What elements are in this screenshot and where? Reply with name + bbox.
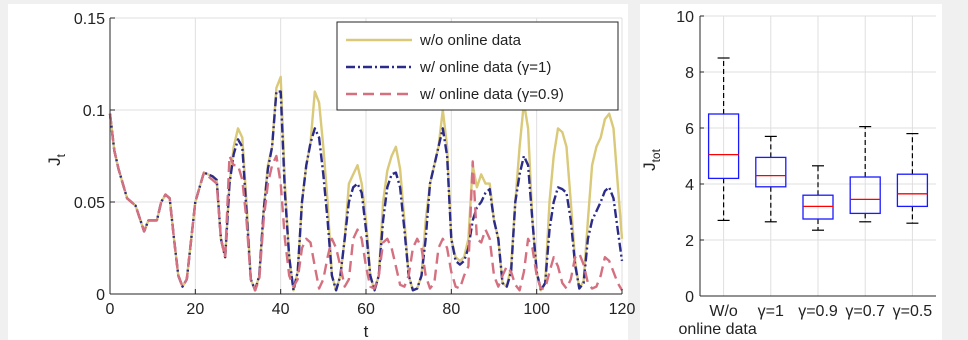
legend-label-1: w/o online data bbox=[419, 32, 522, 49]
box-category-label-2: γ=1 bbox=[758, 303, 784, 320]
box-2 bbox=[755, 135, 787, 223]
box-5 bbox=[896, 133, 929, 224]
box-category-label-1: W/o online data bbox=[678, 303, 756, 338]
box-y-tick-label: 8 bbox=[685, 65, 694, 82]
box-y-axis-label: Jtot bbox=[640, 148, 663, 171]
box-category-label-3: γ=0.9 bbox=[798, 303, 838, 320]
iqr-box bbox=[896, 173, 929, 208]
x-tick-label: 40 bbox=[272, 301, 290, 318]
y-axis-label: Jt bbox=[45, 153, 68, 166]
box-chart-grid bbox=[700, 15, 936, 297]
y-axis-label-main: J bbox=[45, 157, 64, 166]
box-y-tick-label: 4 bbox=[685, 177, 694, 194]
box-1 bbox=[707, 57, 740, 221]
x-tick-label: 0 bbox=[106, 301, 115, 318]
category-line: γ=0.9 bbox=[798, 303, 838, 320]
legend-label-2: w/ online data (γ=1) bbox=[419, 59, 551, 76]
iqr-box bbox=[755, 156, 787, 188]
x-tick-label: 60 bbox=[357, 301, 375, 318]
legend: w/o online data w/ online data (γ=1) w/ on… bbox=[336, 21, 619, 111]
category-line: W/o bbox=[709, 303, 738, 320]
iqr-box bbox=[707, 113, 740, 180]
x-tick-label: 20 bbox=[186, 301, 204, 318]
box-y-tick-label: 10 bbox=[676, 9, 694, 26]
category-line: γ=0.7 bbox=[845, 303, 885, 320]
box-y-tick-label: 2 bbox=[685, 233, 694, 250]
box-y-tick-label: 0 bbox=[685, 289, 694, 306]
x-tick-label: 100 bbox=[523, 301, 550, 318]
box-category-label-5: γ=0.5 bbox=[893, 303, 933, 320]
box-chart-axes bbox=[699, 15, 936, 297]
box-3 bbox=[802, 165, 834, 231]
x-tick-label: 80 bbox=[442, 301, 460, 318]
legend-label-3: w/ online data (γ=0.9) bbox=[419, 86, 564, 103]
y-tick-label: 0.15 bbox=[74, 11, 105, 28]
y-axis-label-subscript: t bbox=[54, 153, 68, 157]
series-line-3 bbox=[108, 113, 624, 292]
line-chart-ticks: 0 20 40 60 80 100 120 0 0.05 0.1 0.15 bbox=[74, 11, 636, 318]
box-chart-panel bbox=[640, 4, 942, 340]
iqr-box bbox=[802, 194, 834, 220]
category-line: online data bbox=[678, 321, 756, 338]
iqr-box bbox=[849, 176, 881, 215]
box-4 bbox=[849, 125, 881, 223]
line-chart-axes bbox=[109, 17, 623, 295]
y-tick-label: 0.1 bbox=[83, 103, 105, 120]
box-chart-boxes bbox=[707, 57, 929, 231]
category-line: γ=0.5 bbox=[893, 303, 933, 320]
box-y-tick-label: 6 bbox=[685, 121, 694, 138]
box-y-axis-label-subscript: tot bbox=[649, 148, 663, 162]
box-y-axis-label-main: J bbox=[640, 162, 659, 171]
y-tick-label: 0 bbox=[96, 287, 105, 304]
x-tick-label: 120 bbox=[609, 301, 636, 318]
category-line: γ=1 bbox=[758, 303, 784, 320]
line-chart: 0 20 40 60 80 100 120 0 0.05 0.1 0.15 t Jt w/o onl… bbox=[8, 4, 635, 340]
x-axis-label: t bbox=[364, 322, 369, 340]
line-chart-series bbox=[108, 75, 624, 292]
y-tick-label: 0.05 bbox=[74, 195, 105, 212]
box-category-label-4: γ=0.7 bbox=[845, 303, 885, 320]
